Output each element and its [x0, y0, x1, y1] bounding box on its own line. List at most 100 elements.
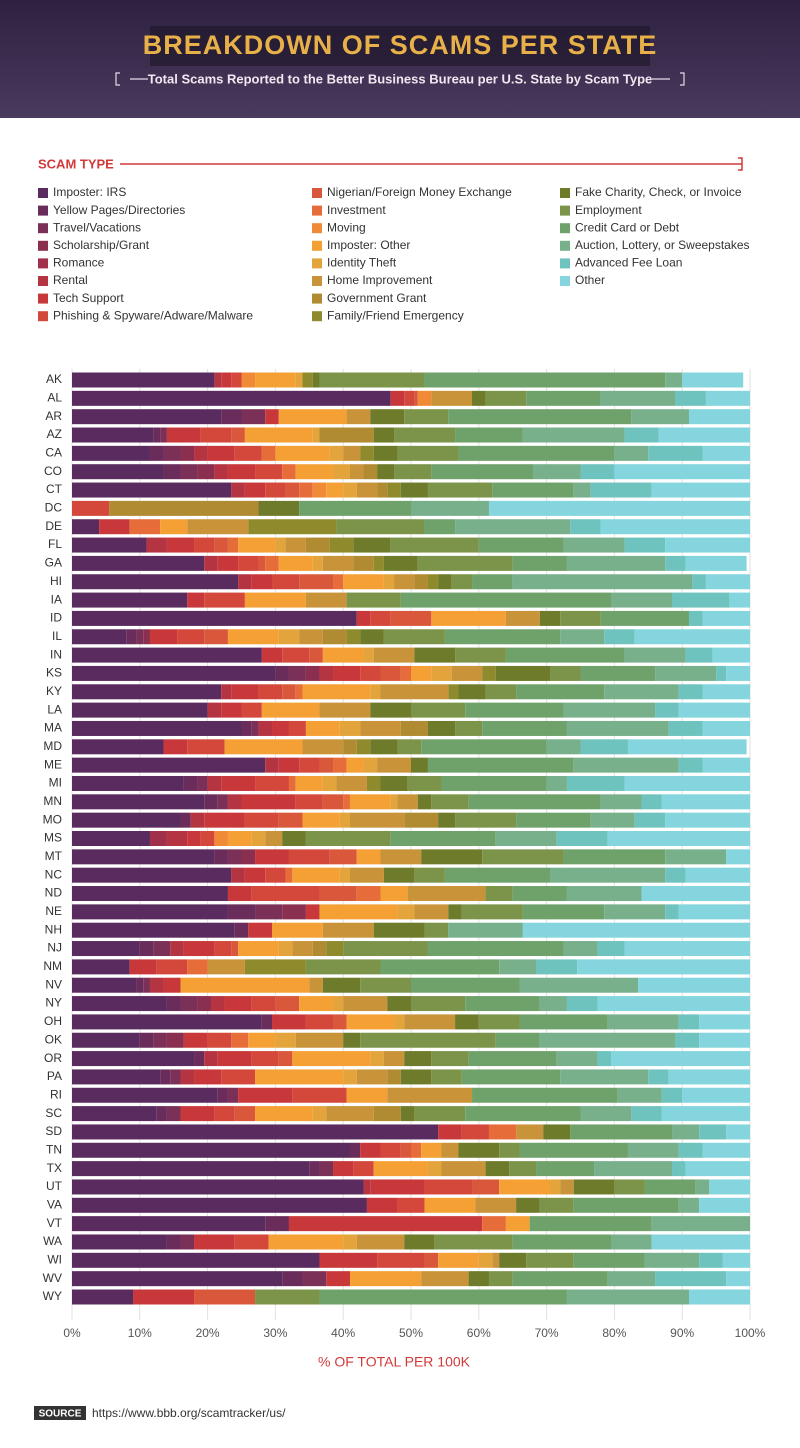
- bar-segment: [661, 1087, 683, 1103]
- y-tick-label: NY: [45, 996, 62, 1010]
- y-tick-label: KS: [46, 666, 62, 680]
- bar-segment: [611, 1051, 750, 1067]
- bar-segment: [397, 794, 418, 810]
- y-tick-label: CA: [45, 446, 62, 460]
- bar-segment: [404, 1234, 435, 1250]
- bar-segment: [285, 537, 306, 553]
- x-tick-label: 30%: [263, 1326, 287, 1340]
- legend-label: Credit Card or Debt: [575, 220, 680, 234]
- bar-segment: [377, 757, 411, 773]
- legend-swatch: [312, 311, 322, 322]
- bar-segment: [692, 574, 706, 590]
- bar-segment: [665, 904, 679, 920]
- bar-segment: [333, 1014, 347, 1030]
- bar-segment: [441, 1161, 486, 1177]
- bar-segment: [648, 445, 703, 461]
- bar-segment: [278, 555, 313, 571]
- bar-segment: [234, 1234, 269, 1250]
- legend-label: Imposter: Other: [327, 238, 410, 252]
- x-tick-label: 40%: [331, 1326, 355, 1340]
- bar-segment: [241, 372, 256, 388]
- legend-swatch: [38, 258, 48, 269]
- bar-segment: [699, 1014, 750, 1030]
- x-tick-label: 60%: [467, 1326, 491, 1340]
- source: https://www.bbb.org/scamtracker/us/: [92, 1406, 286, 1420]
- bar-segment: [427, 941, 564, 957]
- bar-segment: [319, 1252, 378, 1268]
- bar-segment: [227, 629, 279, 645]
- bar-segment: [597, 941, 625, 957]
- y-tick-label: WA: [43, 1234, 62, 1248]
- bar-segment: [99, 519, 130, 535]
- bar-segment: [722, 1252, 750, 1268]
- bar-segment: [424, 922, 449, 938]
- bar-segment: [672, 592, 730, 608]
- y-tick-label: OR: [44, 1051, 62, 1065]
- bar-segment: [227, 464, 256, 480]
- bar-segment: [672, 1161, 686, 1177]
- bar-segment: [343, 482, 357, 498]
- bar-segment: [427, 720, 456, 736]
- bar-segment: [495, 1032, 540, 1048]
- bar-segment: [356, 1234, 405, 1250]
- bar-segment: [197, 464, 215, 480]
- bar-segment: [272, 1014, 306, 1030]
- bar-segment: [156, 959, 188, 975]
- bar-segment: [129, 519, 161, 535]
- bar-segment: [268, 1234, 344, 1250]
- bar-segment: [366, 775, 381, 791]
- bar-segment: [563, 941, 598, 957]
- bar-segment: [678, 757, 703, 773]
- bar-segment: [726, 1271, 750, 1287]
- bar-segment: [522, 922, 750, 938]
- bar-segment: [153, 941, 171, 957]
- bar-segment: [495, 831, 557, 846]
- bar-segment: [72, 1106, 157, 1122]
- bar-segment: [472, 1179, 500, 1195]
- bar-segment: [488, 1271, 513, 1287]
- bar-segment: [624, 775, 750, 791]
- bar-segment: [204, 555, 218, 571]
- bar-segment: [417, 390, 432, 406]
- bar-segment: [563, 537, 625, 553]
- bar-segment: [539, 1032, 676, 1048]
- bar-segment: [380, 959, 500, 975]
- bar-segment: [329, 537, 354, 553]
- bar-segment: [214, 1106, 235, 1122]
- bar-segment: [685, 647, 713, 663]
- bar-segment: [688, 610, 703, 626]
- bar-segment: [305, 904, 320, 920]
- bar-segment: [397, 739, 422, 755]
- bar-segment: [221, 775, 256, 791]
- bar-segment: [272, 574, 300, 590]
- bar-segment: [360, 977, 411, 993]
- bar-segment: [326, 1106, 374, 1122]
- bar-segment: [549, 867, 666, 883]
- bar-segment: [400, 720, 428, 736]
- bar-segment: [488, 1124, 517, 1140]
- bar-segment: [665, 867, 686, 883]
- x-axis-label: % OF TOTAL PER 100K: [318, 1354, 471, 1370]
- bar-segment: [166, 996, 181, 1012]
- bar-segment: [495, 665, 550, 681]
- bar-segment: [72, 739, 164, 755]
- bar-segment: [261, 647, 283, 663]
- bar-segment: [424, 372, 666, 388]
- bar-segment: [556, 1051, 598, 1067]
- y-tick-label: OH: [44, 1014, 62, 1028]
- bar-segment: [305, 592, 347, 608]
- bar-segment: [400, 1106, 415, 1122]
- bar-segment: [349, 867, 384, 883]
- bar-segment: [349, 794, 391, 810]
- bar-segment: [356, 849, 381, 865]
- y-tick-label: IL: [52, 629, 62, 643]
- bar-segment: [160, 519, 188, 535]
- bar-segment: [72, 1161, 310, 1177]
- y-tick-label: VT: [47, 1216, 63, 1230]
- bar-segment: [207, 445, 235, 461]
- bar-segment: [397, 1197, 425, 1213]
- bar-segment: [251, 886, 320, 902]
- bar-segment: [377, 482, 388, 498]
- bar-segment: [624, 427, 659, 443]
- bar-segment: [424, 1197, 476, 1213]
